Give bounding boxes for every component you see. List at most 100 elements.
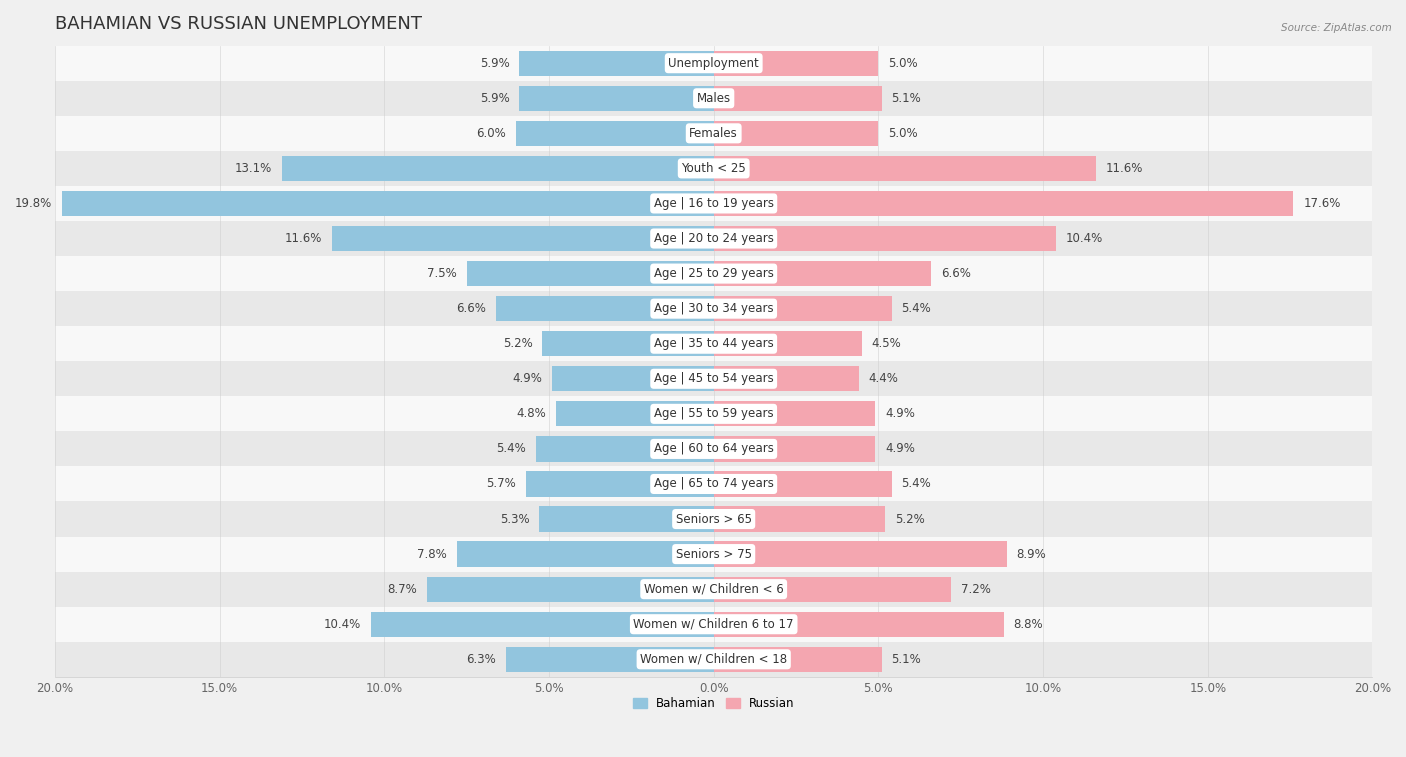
Text: Unemployment: Unemployment	[668, 57, 759, 70]
Bar	[332, 226, 714, 251]
Bar	[55, 291, 1372, 326]
Bar	[714, 86, 882, 111]
Text: Age | 35 to 44 years: Age | 35 to 44 years	[654, 337, 773, 350]
Text: Source: ZipAtlas.com: Source: ZipAtlas.com	[1281, 23, 1392, 33]
Text: 8.7%: 8.7%	[388, 583, 418, 596]
Bar	[55, 466, 1372, 501]
Bar	[519, 51, 714, 76]
Text: 10.4%: 10.4%	[323, 618, 361, 631]
Text: 5.9%: 5.9%	[479, 57, 509, 70]
Text: Women w/ Children 6 to 17: Women w/ Children 6 to 17	[634, 618, 794, 631]
Text: Age | 30 to 34 years: Age | 30 to 34 years	[654, 302, 773, 315]
Bar	[714, 120, 879, 146]
Text: 5.1%: 5.1%	[891, 92, 921, 104]
Bar	[714, 646, 882, 672]
Bar	[536, 436, 714, 462]
Bar	[55, 151, 1372, 186]
Text: 5.0%: 5.0%	[889, 127, 918, 140]
Bar	[283, 156, 714, 181]
Bar	[55, 256, 1372, 291]
Text: 4.9%: 4.9%	[884, 407, 915, 420]
Text: Age | 25 to 29 years: Age | 25 to 29 years	[654, 267, 773, 280]
Text: 7.2%: 7.2%	[960, 583, 991, 596]
Text: Seniors > 75: Seniors > 75	[676, 547, 752, 561]
Bar	[55, 326, 1372, 361]
Bar	[467, 261, 714, 286]
Text: 5.2%: 5.2%	[503, 337, 533, 350]
Bar	[55, 221, 1372, 256]
Text: 5.3%: 5.3%	[499, 512, 529, 525]
Text: 4.9%: 4.9%	[513, 372, 543, 385]
Text: Age | 55 to 59 years: Age | 55 to 59 years	[654, 407, 773, 420]
Bar	[55, 45, 1372, 81]
Bar	[538, 506, 714, 531]
Text: Age | 16 to 19 years: Age | 16 to 19 years	[654, 197, 773, 210]
Bar	[55, 642, 1372, 677]
Bar	[496, 296, 714, 321]
Text: 5.4%: 5.4%	[496, 442, 526, 456]
Bar	[506, 646, 714, 672]
Bar	[371, 612, 714, 637]
Text: 19.8%: 19.8%	[14, 197, 52, 210]
Bar	[427, 577, 714, 602]
Bar	[526, 472, 714, 497]
Bar	[714, 541, 1007, 567]
Bar	[55, 361, 1372, 397]
Text: 5.7%: 5.7%	[486, 478, 516, 491]
Bar	[553, 366, 714, 391]
Text: 4.5%: 4.5%	[872, 337, 901, 350]
Bar	[55, 397, 1372, 431]
Bar	[714, 261, 931, 286]
Bar	[714, 472, 891, 497]
Text: Women w/ Children < 18: Women w/ Children < 18	[640, 653, 787, 666]
Bar	[55, 116, 1372, 151]
Text: Age | 65 to 74 years: Age | 65 to 74 years	[654, 478, 773, 491]
Bar	[714, 612, 1004, 637]
Bar	[543, 331, 714, 357]
Bar	[55, 81, 1372, 116]
Bar	[714, 191, 1294, 216]
Bar	[714, 331, 862, 357]
Text: Females: Females	[689, 127, 738, 140]
Bar	[55, 572, 1372, 606]
Text: 11.6%: 11.6%	[284, 232, 322, 245]
Text: Age | 20 to 24 years: Age | 20 to 24 years	[654, 232, 773, 245]
Text: 4.9%: 4.9%	[884, 442, 915, 456]
Text: 6.0%: 6.0%	[477, 127, 506, 140]
Text: 13.1%: 13.1%	[235, 162, 273, 175]
Bar	[55, 431, 1372, 466]
Bar	[714, 366, 859, 391]
Text: 7.8%: 7.8%	[418, 547, 447, 561]
Text: 5.4%: 5.4%	[901, 302, 931, 315]
Bar	[714, 436, 875, 462]
Bar	[516, 120, 714, 146]
Bar	[714, 296, 891, 321]
Text: Youth < 25: Youth < 25	[682, 162, 747, 175]
Text: 4.8%: 4.8%	[516, 407, 546, 420]
Bar	[714, 506, 884, 531]
Bar	[714, 226, 1056, 251]
Bar	[714, 401, 875, 426]
Bar	[55, 186, 1372, 221]
Text: 5.2%: 5.2%	[894, 512, 925, 525]
Bar	[714, 156, 1095, 181]
Text: Age | 45 to 54 years: Age | 45 to 54 years	[654, 372, 773, 385]
Text: BAHAMIAN VS RUSSIAN UNEMPLOYMENT: BAHAMIAN VS RUSSIAN UNEMPLOYMENT	[55, 15, 422, 33]
Text: 5.1%: 5.1%	[891, 653, 921, 666]
Bar	[62, 191, 714, 216]
Text: 6.3%: 6.3%	[467, 653, 496, 666]
Bar	[555, 401, 714, 426]
Text: 5.0%: 5.0%	[889, 57, 918, 70]
Bar	[519, 86, 714, 111]
Bar	[457, 541, 714, 567]
Bar	[55, 606, 1372, 642]
Bar	[55, 501, 1372, 537]
Text: 10.4%: 10.4%	[1066, 232, 1104, 245]
Text: 5.4%: 5.4%	[901, 478, 931, 491]
Bar	[55, 537, 1372, 572]
Text: 11.6%: 11.6%	[1105, 162, 1143, 175]
Text: 7.5%: 7.5%	[427, 267, 457, 280]
Text: Males: Males	[696, 92, 731, 104]
Text: 4.4%: 4.4%	[869, 372, 898, 385]
Bar	[714, 51, 879, 76]
